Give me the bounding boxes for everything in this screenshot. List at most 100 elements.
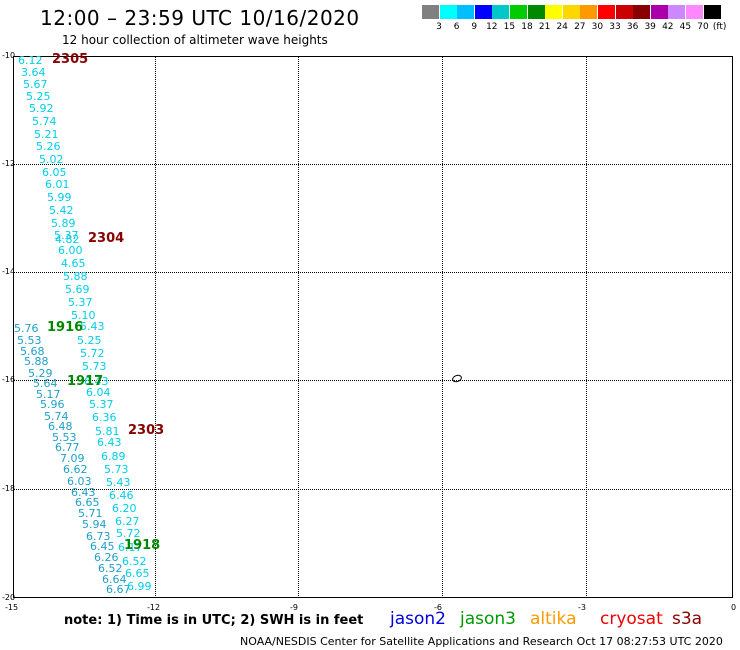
wave-height-label: 6.00 [58,244,83,257]
wave-height-label: 6.04 [86,386,111,399]
wave-height-label: 5.02 [39,153,64,166]
wave-height-label: 5.99 [47,191,72,204]
legend-label: 27 [574,22,586,32]
wave-height-label: 5.53 [52,431,77,444]
wave-height-label: 5.71 [78,507,103,520]
pass-time-label: 1918 [124,538,161,553]
latitude-tick-label: -14 [2,267,16,276]
wave-height-label: 5.88 [24,355,49,368]
wave-height-label: 6.62 [63,463,88,476]
latitude-tick-label: -10 [2,51,16,60]
wave-height-label: 5.25 [77,334,102,347]
map-plot-area [13,56,733,598]
latitude-tick-label: -18 [2,484,16,493]
legend-label: 21 [538,22,551,32]
wave-height-label: 5.89 [51,217,76,230]
legend-label: 3 [436,22,442,32]
legend-swatch [668,5,686,19]
legend-label: 18 [521,22,533,32]
wave-height-label: 5.88 [63,270,88,283]
wave-height-label: 6.43 [71,486,96,499]
wave-height-label: 6.46 [109,489,134,502]
legend-label: 15 [503,22,516,32]
latitude-gridline [13,272,733,273]
legend-swatch [545,5,563,19]
wave-height-label: 5.21 [34,128,59,141]
wave-height-label: 5.92 [29,102,54,115]
legend-swatch [510,5,527,19]
legend-label: 70 [697,22,709,32]
wave-height-label: 6.52 [98,562,123,575]
wave-height-label: 6.65 [75,496,100,509]
wave-height-label: 5.67 [23,78,48,91]
satellite-name-jason3: jason3 [460,609,516,629]
latitude-gridline [13,380,733,381]
wave-height-label: 5.73 [104,463,129,476]
wave-height-label: 5.43 [80,320,105,333]
legend-swatch [650,5,668,19]
wave-height-label: 5.53 [17,334,42,347]
latitude-tick-label: -16 [2,375,16,384]
map-subtitle: 12 hour collection of altimeter wave hei… [62,33,328,47]
longitude-tick-label: -15 [5,603,19,612]
wave-height-label: 5.26 [36,140,61,153]
legend-label: 42 [662,22,674,32]
pass-time-label: 2305 [52,52,89,67]
satellite-name-altika: altika [530,609,577,629]
wave-height-label: 6.36 [92,411,117,424]
wave-height-label: 6.17 [118,541,143,554]
wave-height-label: 5.42 [49,204,74,217]
legend-swatch [633,5,651,19]
wave-height-label: 5.76 [14,322,39,335]
wave-height-label: 6.45 [90,540,115,553]
legend-swatch [703,5,721,19]
wave-height-label: 5.96 [40,398,65,411]
legend-swatch [457,5,475,19]
wave-height-label: 6.43 [97,436,122,449]
wave-height-label: 5.43 [106,476,131,489]
wave-height-label: 6.73 [86,530,111,543]
longitude-gridline [298,56,299,598]
wave-height-label: 5.37 [68,296,93,309]
wave-height-label: 5.94 [82,518,107,531]
wave-height-label: 6.26 [94,551,119,564]
pass-time-label: 1916 [47,320,84,335]
legend-label: 39 [644,22,656,32]
legend-label: 45 [679,22,692,32]
longitude-tick-label: 0 [731,603,737,612]
wave-height-label: 5.37 [89,398,114,411]
wave-height-label: 6.01 [45,178,70,191]
wave-height-label: 6.67 [106,583,131,596]
wave-height-label: 6.43 [84,375,109,388]
legend-swatch [615,5,633,19]
wave-height-label: 4.65 [61,257,86,270]
legend-label: 33 [609,22,621,32]
pass-time-label: 2303 [128,423,165,438]
wave-height-label: 6.64 [102,573,127,586]
satellite-name-s3a: s3a [672,609,703,629]
legend-swatch [474,5,492,19]
legend-label: 30 [591,22,604,32]
wave-height-label: 6.65 [125,567,150,580]
wave-height-label: 5.25 [26,90,51,103]
latitude-gridline [13,489,733,490]
longitude-tick-label: -9 [290,603,298,612]
legend-swatch [439,5,457,19]
map-title: 12:00 – 23:59 UTC 10/16/2020 [40,6,360,30]
wave-height-label: 5.10 [71,309,96,322]
legend-swatch [686,5,703,19]
pass-time-label: 1917 [67,374,104,389]
legend-swatch [562,5,580,19]
wave-height-label: 5.72 [116,527,141,540]
wave-height-label: 6.27 [115,515,140,528]
wave-height-label: 6.05 [42,166,67,179]
legend-swatch [580,5,598,19]
legend-swatch [422,5,439,19]
wave-height-label: 5.72 [80,347,105,360]
legend-swatch [492,5,510,19]
wave-height-label: 5.73 [82,360,107,373]
wave-height-label: 5.29 [28,367,53,380]
credit-line: NOAA/NESDIS Center for Satellite Applica… [240,635,723,648]
wave-height-label: 5.74 [44,410,69,423]
wave-height-label: 5.69 [65,283,90,296]
